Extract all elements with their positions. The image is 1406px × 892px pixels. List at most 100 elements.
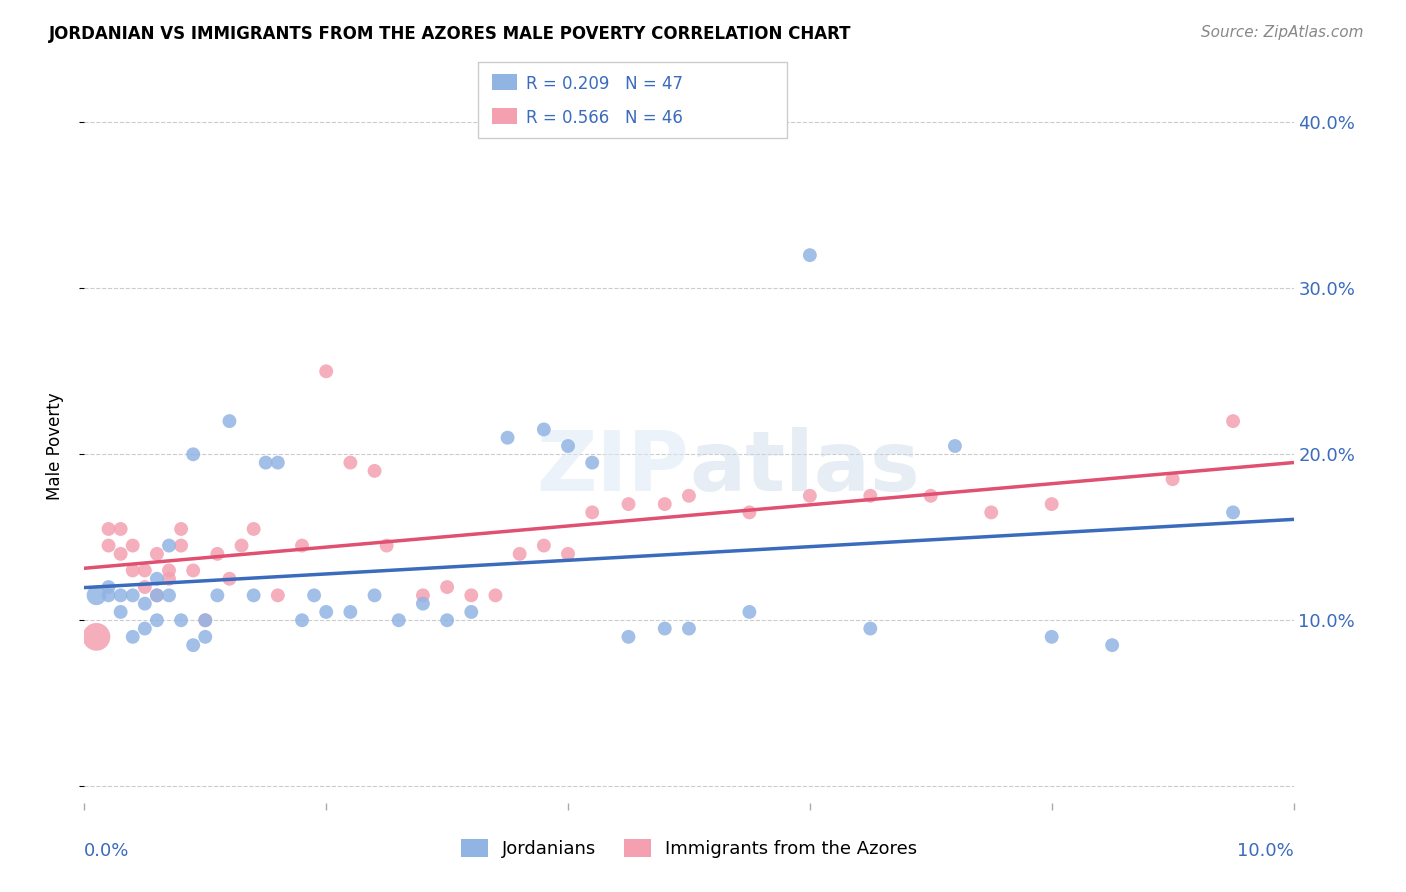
Point: [581, 456, 603, 470]
Point: [799, 248, 821, 262]
Point: [617, 497, 640, 511]
Point: [157, 588, 180, 602]
Point: [859, 489, 882, 503]
Point: [1040, 497, 1063, 511]
Point: [121, 588, 143, 602]
Point: [110, 547, 132, 561]
Point: [533, 422, 555, 436]
Text: JORDANIAN VS IMMIGRANTS FROM THE AZORES MALE POVERTY CORRELATION CHART: JORDANIAN VS IMMIGRANTS FROM THE AZORES …: [49, 25, 852, 43]
Point: [146, 588, 169, 602]
Point: [194, 630, 217, 644]
Point: [170, 613, 193, 627]
Text: R = 0.209   N = 47: R = 0.209 N = 47: [526, 75, 683, 93]
Legend: Jordanians, Immigrants from the Azores: Jordanians, Immigrants from the Azores: [454, 831, 924, 865]
Point: [291, 613, 314, 627]
Point: [654, 497, 676, 511]
Point: [412, 597, 434, 611]
Point: [181, 564, 204, 578]
Point: [242, 588, 264, 602]
Point: [218, 414, 240, 428]
Point: [121, 539, 143, 553]
Point: [291, 539, 314, 553]
Point: [315, 364, 337, 378]
Point: [134, 597, 156, 611]
Text: 0.0%: 0.0%: [84, 842, 129, 860]
Point: [678, 489, 700, 503]
Point: [799, 489, 821, 503]
Point: [121, 564, 143, 578]
Point: [302, 588, 325, 602]
Point: [97, 522, 120, 536]
Point: [617, 630, 640, 644]
Point: [859, 622, 882, 636]
Point: [557, 439, 579, 453]
Point: [738, 605, 761, 619]
Point: [339, 456, 361, 470]
Point: [254, 456, 277, 470]
Point: [1101, 638, 1123, 652]
Point: [218, 572, 240, 586]
Point: [339, 605, 361, 619]
Point: [242, 522, 264, 536]
Point: [920, 489, 942, 503]
Point: [134, 580, 156, 594]
Point: [496, 431, 519, 445]
Point: [738, 505, 761, 519]
Point: [181, 447, 204, 461]
Point: [436, 613, 458, 627]
Point: [86, 630, 108, 644]
Point: [1222, 505, 1244, 519]
Point: [134, 622, 156, 636]
Point: [181, 638, 204, 652]
Point: [412, 588, 434, 602]
Point: [460, 588, 482, 602]
Point: [388, 613, 411, 627]
Text: 10.0%: 10.0%: [1237, 842, 1294, 860]
Point: [207, 588, 229, 602]
Point: [157, 539, 180, 553]
Point: [231, 539, 253, 553]
Point: [170, 539, 193, 553]
Point: [110, 605, 132, 619]
Point: [1040, 630, 1063, 644]
Point: [194, 613, 217, 627]
Point: [533, 539, 555, 553]
Point: [110, 588, 132, 602]
Point: [460, 605, 482, 619]
Text: Source: ZipAtlas.com: Source: ZipAtlas.com: [1201, 25, 1364, 40]
Point: [97, 580, 120, 594]
Point: [146, 588, 169, 602]
Point: [375, 539, 398, 553]
Point: [363, 464, 385, 478]
Point: [436, 580, 458, 594]
Point: [121, 630, 143, 644]
Point: [1161, 472, 1184, 486]
Point: [1222, 414, 1244, 428]
Point: [134, 564, 156, 578]
Point: [509, 547, 531, 561]
Point: [980, 505, 1002, 519]
Point: [484, 588, 506, 602]
Point: [97, 588, 120, 602]
Point: [97, 539, 120, 553]
Point: [557, 547, 579, 561]
Point: [315, 605, 337, 619]
Point: [207, 547, 229, 561]
Point: [146, 547, 169, 561]
Point: [581, 505, 603, 519]
Point: [363, 588, 385, 602]
Point: [194, 613, 217, 627]
Y-axis label: Male Poverty: Male Poverty: [45, 392, 63, 500]
Point: [267, 588, 290, 602]
Point: [110, 522, 132, 536]
Text: atlas: atlas: [689, 427, 920, 508]
Point: [146, 572, 169, 586]
Text: ZIP: ZIP: [537, 427, 689, 508]
Point: [146, 613, 169, 627]
Point: [654, 622, 676, 636]
Point: [157, 572, 180, 586]
Text: R = 0.566   N = 46: R = 0.566 N = 46: [526, 109, 683, 127]
Point: [943, 439, 966, 453]
Point: [86, 588, 108, 602]
Point: [170, 522, 193, 536]
